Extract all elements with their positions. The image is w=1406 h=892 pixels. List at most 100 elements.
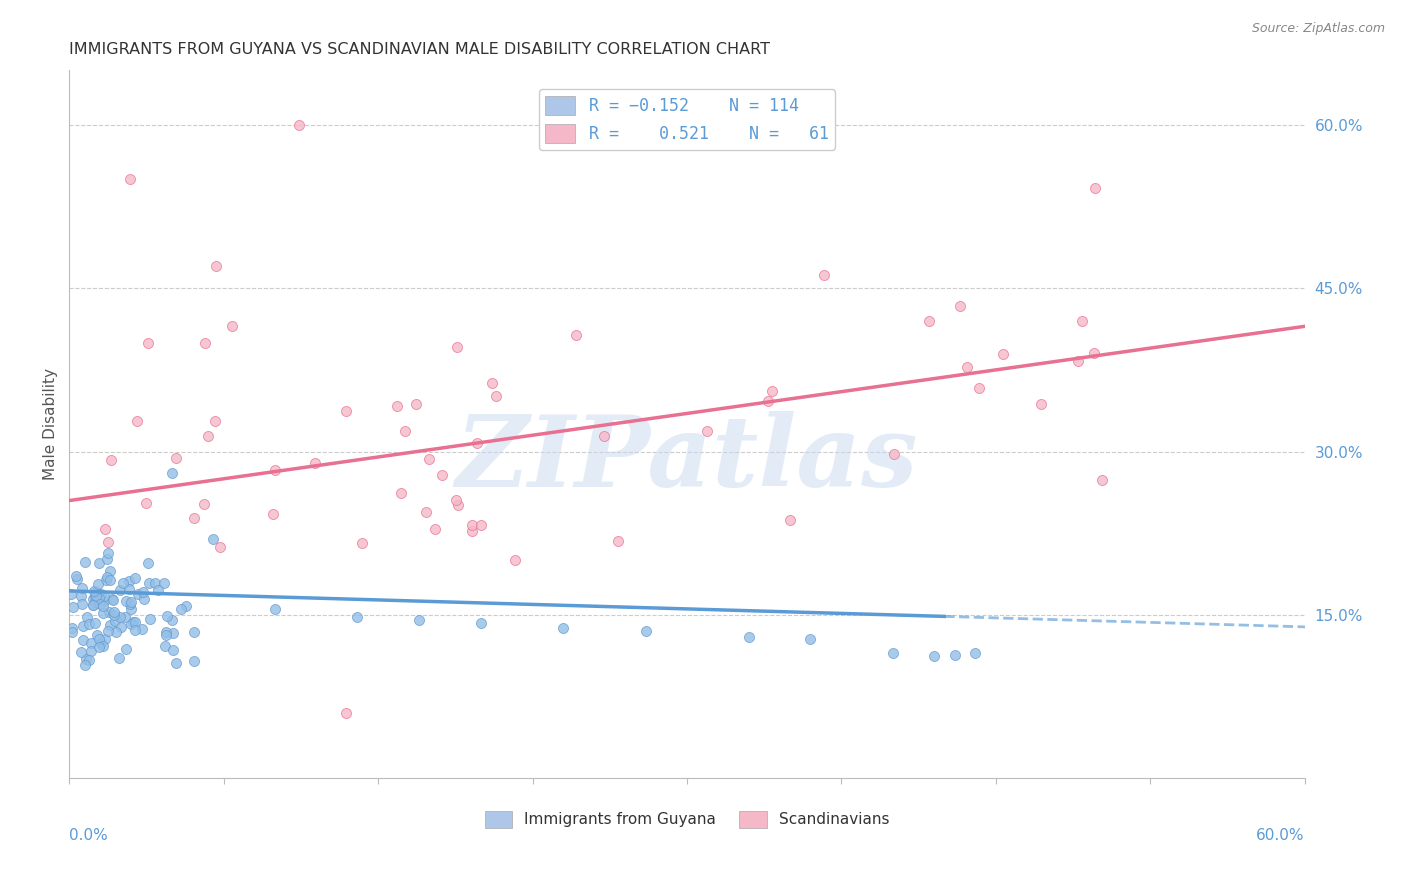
Text: 0.0%: 0.0% <box>69 828 108 843</box>
Point <box>83 616 105 631</box>
Text: ZIPatlas: ZIPatlas <box>456 411 918 508</box>
Point <box>65 569 87 583</box>
Point <box>94 523 117 537</box>
Point <box>89 597 111 611</box>
Point <box>120 172 142 186</box>
Point <box>208 540 231 554</box>
Point <box>405 397 427 411</box>
Point <box>346 610 368 624</box>
Point <box>205 260 228 274</box>
Point <box>1067 354 1090 368</box>
Point <box>135 496 157 510</box>
Point <box>87 592 110 607</box>
Point <box>82 599 104 613</box>
Point <box>352 536 374 550</box>
Point <box>100 453 122 467</box>
Point <box>183 624 205 639</box>
Point <box>84 590 107 604</box>
Point <box>503 553 526 567</box>
Point <box>430 467 453 482</box>
Point <box>385 399 408 413</box>
Point <box>83 584 105 599</box>
Point <box>418 451 440 466</box>
Point <box>72 619 94 633</box>
Point <box>155 624 177 639</box>
Point <box>90 587 112 601</box>
Point <box>111 576 134 591</box>
Point <box>264 463 287 477</box>
Point <box>197 428 219 442</box>
Point <box>103 607 125 622</box>
Point <box>84 589 107 603</box>
Point <box>446 493 468 508</box>
Point <box>91 599 114 614</box>
Point <box>72 632 94 647</box>
Point <box>408 613 430 627</box>
Point <box>121 615 143 629</box>
Point <box>162 626 184 640</box>
Point <box>96 551 118 566</box>
Point <box>91 606 114 620</box>
Point <box>1091 473 1114 487</box>
Point <box>883 447 905 461</box>
Point <box>120 597 142 611</box>
Point <box>165 656 187 670</box>
Point <box>70 589 93 603</box>
Point <box>70 645 93 659</box>
Point <box>470 518 492 533</box>
Point <box>89 632 111 646</box>
Point <box>131 622 153 636</box>
Point <box>132 591 155 606</box>
Point <box>461 524 484 539</box>
Point <box>193 497 215 511</box>
Point <box>82 598 104 612</box>
Point <box>93 632 115 646</box>
Text: Source: ZipAtlas.com: Source: ZipAtlas.com <box>1251 22 1385 36</box>
Point <box>943 648 966 663</box>
Point <box>62 600 84 615</box>
Point <box>105 625 128 640</box>
Point <box>965 646 987 660</box>
Point <box>75 652 97 666</box>
Point <box>461 518 484 533</box>
Point <box>447 498 470 512</box>
Point <box>882 646 904 660</box>
Point <box>481 376 503 390</box>
Point <box>738 630 761 644</box>
Point <box>76 610 98 624</box>
Point <box>84 585 107 599</box>
Point <box>125 415 148 429</box>
Point <box>949 299 972 313</box>
Point <box>110 620 132 634</box>
Point <box>97 546 120 560</box>
Point <box>70 598 93 612</box>
Point <box>87 556 110 570</box>
Point <box>183 511 205 525</box>
Point <box>87 591 110 606</box>
Point <box>162 643 184 657</box>
Point <box>118 582 141 596</box>
Point <box>70 581 93 595</box>
Point <box>96 569 118 583</box>
Point <box>120 602 142 616</box>
Point <box>97 534 120 549</box>
Point <box>264 602 287 616</box>
Point <box>80 636 103 650</box>
Point <box>114 594 136 608</box>
Point <box>138 576 160 591</box>
Point <box>60 622 83 636</box>
Point <box>993 347 1015 361</box>
Point <box>90 636 112 650</box>
Point <box>394 424 416 438</box>
Point <box>423 522 446 536</box>
Point <box>170 602 193 616</box>
Point <box>204 413 226 427</box>
Point <box>110 610 132 624</box>
Point <box>922 649 945 664</box>
Point <box>82 592 104 607</box>
Point <box>60 624 83 639</box>
Point <box>124 623 146 637</box>
Point <box>77 616 100 631</box>
Point <box>565 327 588 342</box>
Point <box>918 314 941 328</box>
